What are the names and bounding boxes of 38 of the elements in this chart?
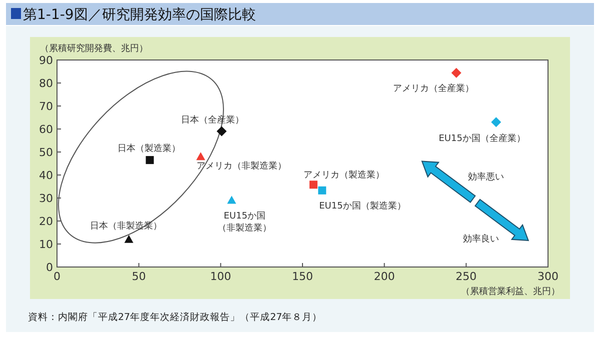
text: EU15か国（全産業） xyxy=(438,133,526,144)
y-tick-label: 90 xyxy=(39,54,53,67)
y-tick-label: 20 xyxy=(39,215,53,228)
series-label: 日本（非製造業） xyxy=(90,220,162,232)
x-tick-label: 50 xyxy=(132,270,146,283)
x-axis-title: （累積営業利益、兆円） xyxy=(461,286,560,297)
x-tick-label: 200 xyxy=(374,270,395,283)
point xyxy=(146,156,154,164)
y-tick-label: 40 xyxy=(39,169,53,182)
text: 資料：内閣府「平成27年度年次経済財政報告」（平成27年８月） xyxy=(28,311,322,323)
annotation: 効率悪い xyxy=(468,172,504,183)
x-tick-label: 150 xyxy=(292,270,313,283)
series-label: EU15か国（非製造業） xyxy=(218,211,272,234)
y-tick-label: 30 xyxy=(39,192,53,205)
y-axis-title: （累積研究開発費、兆円） xyxy=(40,43,148,54)
point xyxy=(227,196,236,204)
y-tick-label: 70 xyxy=(39,100,53,113)
chart-title: 第1-1-9図／研究開発効率の国際比較 xyxy=(23,7,256,23)
x-tick-label: 300 xyxy=(538,270,558,283)
y-tick-label: 0 xyxy=(46,261,53,274)
y-tick-label: 80 xyxy=(39,77,53,90)
annotation: 効率良い xyxy=(462,234,499,245)
series-label: EU15か国（製造業） xyxy=(319,200,406,212)
point xyxy=(491,117,502,128)
point xyxy=(451,68,462,78)
point xyxy=(309,180,318,189)
series-label: アメリカ（全産業） xyxy=(392,82,474,94)
series-label: アメリカ（製造業） xyxy=(303,170,384,181)
y-tick-label: 50 xyxy=(39,146,53,159)
series-label: 日本（製造業） xyxy=(117,143,180,154)
y-tick-label: 60 xyxy=(39,123,53,136)
point xyxy=(318,186,326,194)
x-tick-label: 250 xyxy=(456,270,477,283)
point xyxy=(196,152,206,160)
point xyxy=(124,234,134,243)
y-tick-label: 10 xyxy=(39,238,53,251)
x-tick-label: 100 xyxy=(210,270,232,283)
point xyxy=(216,126,227,136)
